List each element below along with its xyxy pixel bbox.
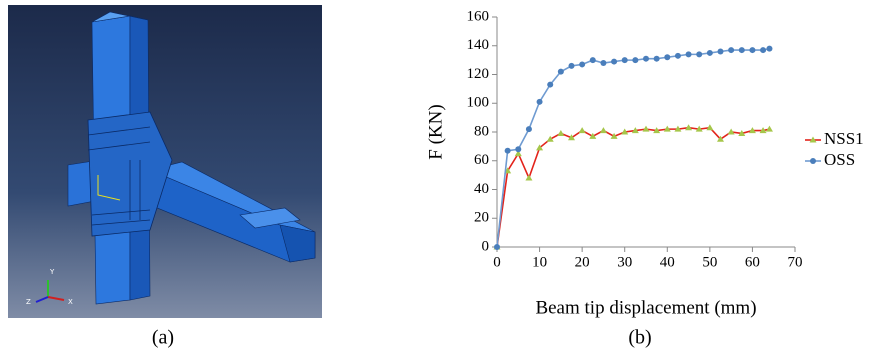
marker [675, 53, 681, 59]
y-tick-label: 100 [467, 95, 490, 111]
marker [600, 60, 606, 66]
y-tick-label: 160 [467, 8, 490, 24]
marker [537, 99, 543, 105]
marker [643, 126, 650, 132]
legend-marker [810, 158, 816, 164]
x-tick-label: 0 [493, 254, 501, 270]
marker [749, 47, 755, 53]
marker [718, 49, 724, 55]
x-tick-label: 50 [702, 254, 717, 270]
x-tick-label: 10 [532, 254, 547, 270]
y-tick-label: 80 [474, 123, 489, 139]
marker [557, 130, 564, 136]
caption: (a) [152, 327, 174, 349]
marker [494, 244, 500, 250]
y-axis-label: F (KN) [425, 104, 446, 159]
marker [643, 56, 649, 62]
marker [707, 50, 713, 56]
marker [696, 51, 702, 57]
marker [760, 47, 766, 53]
y-tick-label: 0 [482, 238, 490, 254]
marker [600, 127, 607, 133]
marker [590, 57, 596, 63]
marker [579, 127, 586, 133]
marker [515, 146, 521, 152]
marker [579, 61, 585, 67]
marker [728, 129, 735, 135]
marker [766, 126, 773, 132]
y-tick-label: 20 [474, 210, 489, 226]
y-tick-label: 60 [474, 152, 489, 168]
legend-label: OSS [824, 150, 855, 169]
legend-label: NSS1 [824, 129, 864, 148]
marker [766, 46, 772, 52]
x-axis-label: Beam tip displacement (mm) [535, 297, 756, 318]
x-tick-label: 70 [788, 254, 803, 270]
x-tick-label: 30 [617, 254, 632, 270]
marker [569, 63, 575, 69]
x-tick-label: 20 [575, 254, 590, 270]
figure: Y X Z (a) (b) Beam tip displacement (mm)… [0, 0, 875, 354]
y-tick-label: 140 [467, 37, 490, 53]
caption: (b) [628, 327, 651, 349]
fe-model-render: Y X Z [8, 5, 322, 318]
x-tick-label: 60 [745, 254, 760, 270]
y-tick-label: 40 [474, 181, 489, 197]
marker [739, 47, 745, 53]
marker [654, 56, 660, 62]
marker [611, 59, 617, 65]
series-line [497, 128, 769, 247]
marker [558, 69, 564, 75]
marker [664, 54, 670, 60]
triad-label: X [68, 298, 73, 306]
marker [547, 82, 553, 88]
triad-label: Z [26, 298, 31, 306]
marker [525, 175, 532, 181]
marker [706, 124, 713, 130]
marker [526, 126, 532, 132]
y-tick-label: 120 [467, 66, 490, 82]
marker [622, 57, 628, 63]
marker [505, 148, 511, 154]
triad-label: Y [49, 268, 55, 276]
x-tick-label: 40 [660, 254, 675, 270]
marker [685, 124, 692, 130]
marker [686, 51, 692, 57]
marker [632, 57, 638, 63]
marker [728, 47, 734, 53]
